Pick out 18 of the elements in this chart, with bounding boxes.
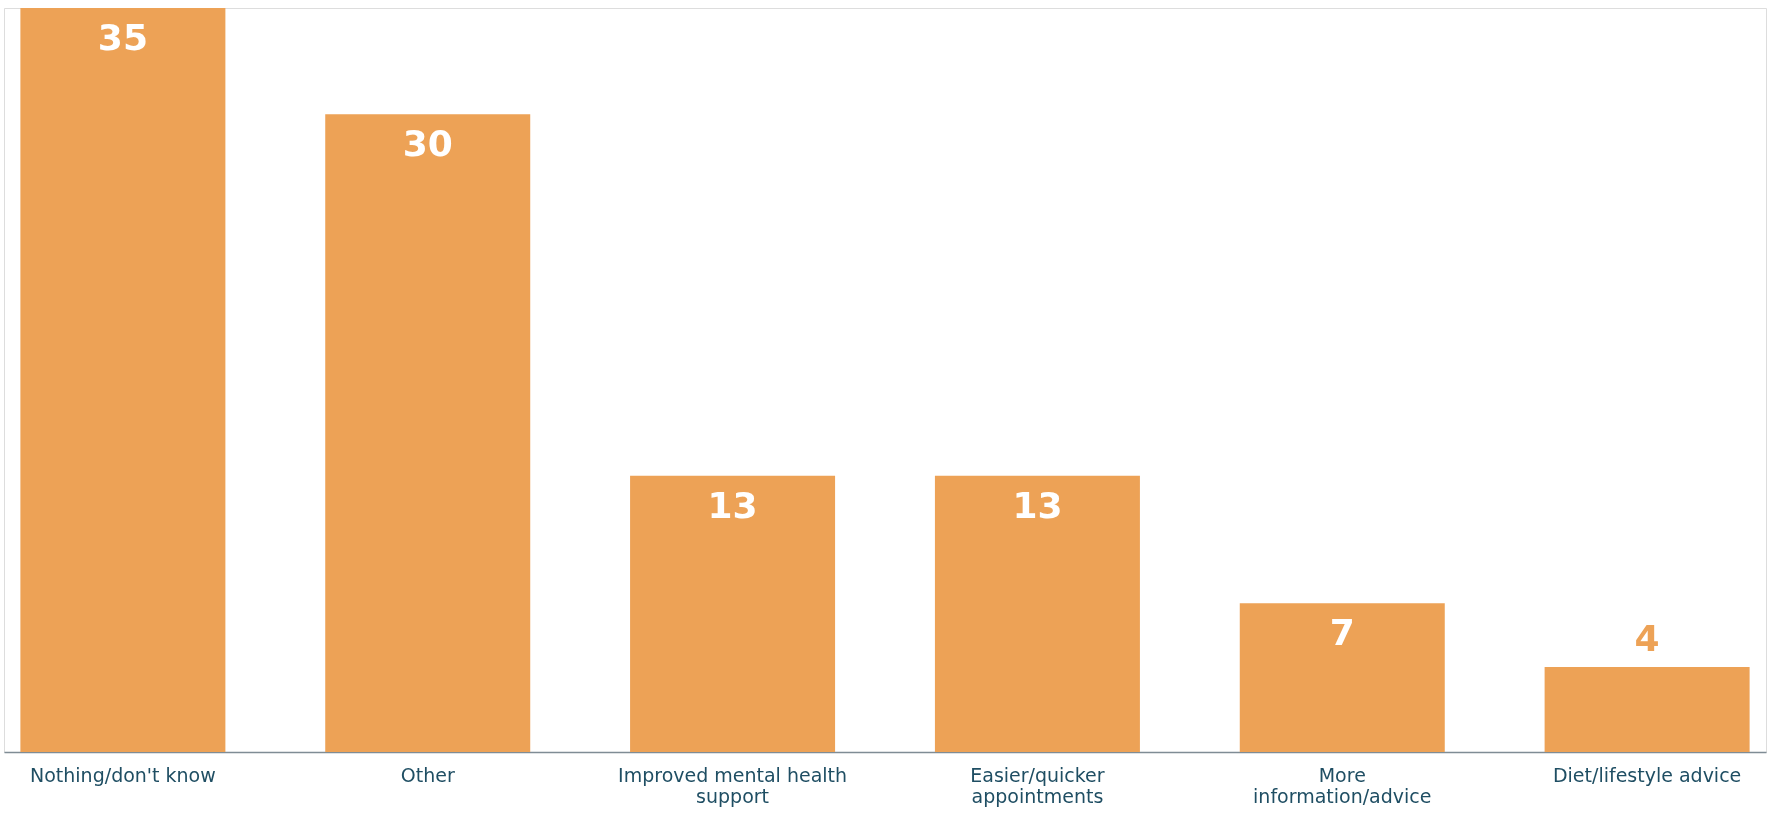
data-label: 30 <box>402 123 453 165</box>
bar <box>1239 603 1445 752</box>
data-label: 13 <box>707 484 758 526</box>
bar <box>325 114 531 752</box>
x-tick-label: Nothing/don't know <box>30 763 216 786</box>
bar <box>934 475 1140 752</box>
x-tick-label: Other <box>400 763 455 786</box>
bar <box>630 475 836 752</box>
bar <box>1544 666 1750 752</box>
data-label: 35 <box>97 17 148 58</box>
x-tick-label: Diet/lifestyle advice <box>1552 763 1742 786</box>
x-tick-label: More information/advice <box>1253 763 1432 807</box>
data-label: 13 <box>1012 484 1063 526</box>
bar <box>20 8 226 752</box>
x-tick-label: Improved mental health support <box>618 763 848 807</box>
data-label: 4 <box>1634 617 1660 659</box>
data-label: 7 <box>1329 612 1355 654</box>
x-tick-label: Easier/quicker appointments <box>970 763 1105 807</box>
